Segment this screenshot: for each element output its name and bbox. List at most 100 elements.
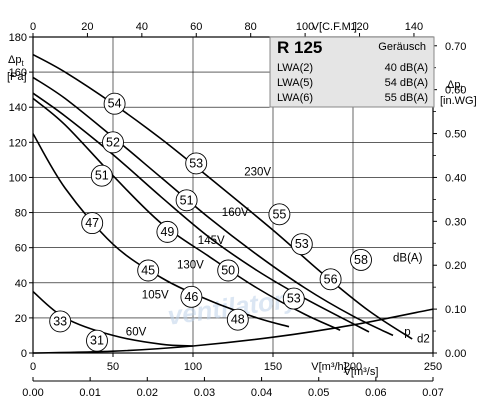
y-tick-label: 40 <box>15 278 27 290</box>
curve-label: 160V <box>222 207 249 219</box>
noise-marker: 53 <box>282 287 305 310</box>
x3-axis-title: V[C.F.M.] <box>312 21 357 33</box>
y-tick-label: 180 <box>9 32 27 44</box>
x-tick-label: 0 <box>30 361 36 373</box>
noise-marker: 51 <box>175 189 198 212</box>
curve-label: 105V <box>142 290 169 302</box>
y2-tick-label: 0.20 <box>445 260 466 272</box>
x2-tick-label: 0.07 <box>422 387 443 399</box>
noise-marker-label: 48 <box>231 313 245 327</box>
series-line-pd2 <box>32 308 434 354</box>
curve-label: p <box>404 326 410 338</box>
y2-tick-label: 0.70 <box>445 41 466 53</box>
noise-marker-circle <box>49 310 72 333</box>
noise-marker: 47 <box>81 212 104 235</box>
noise-marker-label: 45 <box>141 263 155 277</box>
noise-marker-label: 46 <box>184 290 198 304</box>
noise-marker: 55 <box>268 203 291 226</box>
curve-label: 130V <box>177 260 204 272</box>
x2-tick-label: 0.00 <box>22 387 43 399</box>
noise-marker-circle <box>103 92 126 115</box>
legend-header: Geräusch <box>378 41 426 53</box>
x3-tick-label: 60 <box>190 21 202 33</box>
x-tick-label: 50 <box>107 361 119 373</box>
curve-label: 230V <box>244 167 271 179</box>
noise-marker-circle <box>226 308 249 331</box>
noise-marker-label: 50 <box>221 263 235 277</box>
y2-tick-label: 0.60 <box>445 85 466 97</box>
x3-tick-label: 140 <box>405 21 423 33</box>
y-tick-label: 160 <box>9 67 27 79</box>
series-line-230v <box>32 53 413 340</box>
legend-row-label: LWA(5) <box>277 77 313 89</box>
x3-tick-label: 100 <box>296 21 314 33</box>
noise-marker-label: 51 <box>180 193 194 207</box>
noise-marker-label: 51 <box>95 169 109 183</box>
y-tick-label: 120 <box>9 137 27 149</box>
curve-label: dB(A) <box>393 253 423 265</box>
series-line-145v <box>32 92 370 333</box>
noise-marker-label: 58 <box>354 253 368 267</box>
noise-marker-label: 31 <box>90 334 104 348</box>
legend-row-value: 54 dB(A) <box>385 77 428 89</box>
curve-label: 60V <box>126 326 147 338</box>
y-tick-label: 20 <box>15 313 27 325</box>
noise-marker: 31 <box>86 329 108 352</box>
noise-marker: 54 <box>103 92 126 115</box>
noise-marker-label: 53 <box>189 156 203 170</box>
x-axis-title: V[m³/h] <box>311 361 346 373</box>
noise-marker: 33 <box>49 310 72 333</box>
noise-marker: 52 <box>102 131 124 154</box>
noise-marker: 46 <box>180 285 203 308</box>
y-tick-label: 0 <box>21 348 27 360</box>
noise-marker-circle <box>290 233 313 256</box>
noise-marker: 48 <box>226 308 249 331</box>
x-tick-label: 100 <box>184 361 202 373</box>
noise-marker-circle <box>268 203 291 226</box>
noise-marker-label: 49 <box>160 225 174 239</box>
noise-marker: 53 <box>185 152 208 175</box>
x2-tick-label: 0.03 <box>194 387 215 399</box>
y2-tick-label: 0.40 <box>445 172 466 184</box>
y-axis-title: Δpt <box>8 54 24 68</box>
x3-tick-label: 40 <box>136 21 148 33</box>
noise-marker-label: 56 <box>324 272 338 286</box>
noise-marker-label: 47 <box>85 216 99 230</box>
y-tick-label: 140 <box>9 102 27 114</box>
series-line-60v <box>32 290 194 347</box>
curve-label: d2 <box>417 333 430 345</box>
x2-tick-label: 0.06 <box>365 387 386 399</box>
series-line-160v <box>32 76 394 337</box>
legend-row-value: 40 dB(A) <box>385 62 428 74</box>
noise-marker-circle <box>217 259 240 282</box>
x-tick-label: 250 <box>424 361 442 373</box>
x3-tick-label: 20 <box>81 21 93 33</box>
legend-title: R 125 <box>277 38 322 57</box>
noise-marker-circle <box>156 220 179 243</box>
noise-marker-circle <box>137 259 160 282</box>
noise-marker-circle <box>81 212 104 235</box>
series-line-130v <box>32 97 341 331</box>
noise-marker: 49 <box>156 220 179 243</box>
legend-row-label: LWA(6) <box>277 92 313 104</box>
y2-tick-label: 0.00 <box>445 348 466 360</box>
noise-marker-circle <box>319 268 342 291</box>
y-tick-label: 60 <box>15 243 27 255</box>
noise-marker-label: 54 <box>108 97 122 111</box>
y2-tick-label: 0.50 <box>445 129 466 141</box>
curve-labels: 230V 160V 145V 130V 105V 60V p d2 dB(A) <box>126 167 430 346</box>
y-tick-label: 80 <box>15 208 27 220</box>
curves <box>32 53 434 354</box>
x-tick-label: 150 <box>264 361 282 373</box>
axes: 0 20 40 60 80 100 120 140 160 180 0.00 0.10 0.20 0.30… <box>7 21 477 399</box>
noise-marker-label: 53 <box>295 237 309 251</box>
legend-box: R 125 Geräusch LWA(2) 40 dB(A) LWA(5) 54… <box>269 36 435 108</box>
x2-tick-label: 0.02 <box>137 387 158 399</box>
plot-frame <box>32 36 434 354</box>
noise-marker: 45 <box>137 259 160 282</box>
noise-marker-label: 55 <box>272 207 286 221</box>
y-tick-label: 100 <box>9 172 27 184</box>
noise-marker-circle <box>175 189 198 212</box>
x3-tick-label: 120 <box>350 21 368 33</box>
